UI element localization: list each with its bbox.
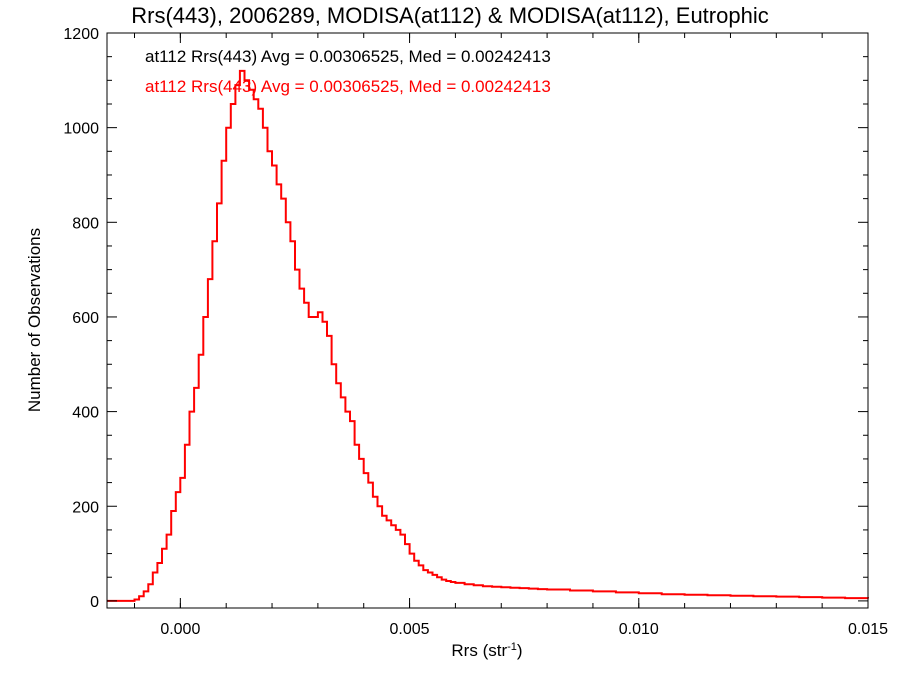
plot-marks bbox=[107, 69, 869, 602]
x-tick-label: 0.000 bbox=[160, 621, 200, 638]
x-tick-label: 0.005 bbox=[390, 621, 430, 638]
y-tick-label: 600 bbox=[72, 310, 99, 327]
chart-title: Rrs(443), 2006289, MODISA(at112) & MODIS… bbox=[131, 3, 769, 28]
y-tick-label: 1200 bbox=[63, 26, 99, 43]
y-axis-label: Number of Observations bbox=[25, 228, 44, 412]
x-tick-label: 0.010 bbox=[619, 621, 659, 638]
y-tick-label: 800 bbox=[72, 215, 99, 232]
plot-frame bbox=[106, 32, 869, 609]
histogram-series-line bbox=[107, 69, 869, 602]
y-tick-label: 1000 bbox=[63, 121, 99, 138]
avg-med-annotation-red: at112 Rrs(443) Avg = 0.00306525, Med = 0… bbox=[145, 77, 551, 96]
axes: 0.000 0.005 0.010 0.015 0 200 400 600 800 1000 120… bbox=[63, 26, 888, 638]
x-axis-label: Rrs (str-1) bbox=[451, 641, 522, 660]
y-tick-label: 400 bbox=[72, 405, 99, 422]
y-tick-label: 0 bbox=[90, 594, 99, 611]
y-tick-label: 200 bbox=[72, 499, 99, 516]
avg-med-annotation-black: at112 Rrs(443) Avg = 0.00306525, Med = 0… bbox=[145, 47, 551, 66]
x-tick-label: 0.015 bbox=[848, 621, 888, 638]
